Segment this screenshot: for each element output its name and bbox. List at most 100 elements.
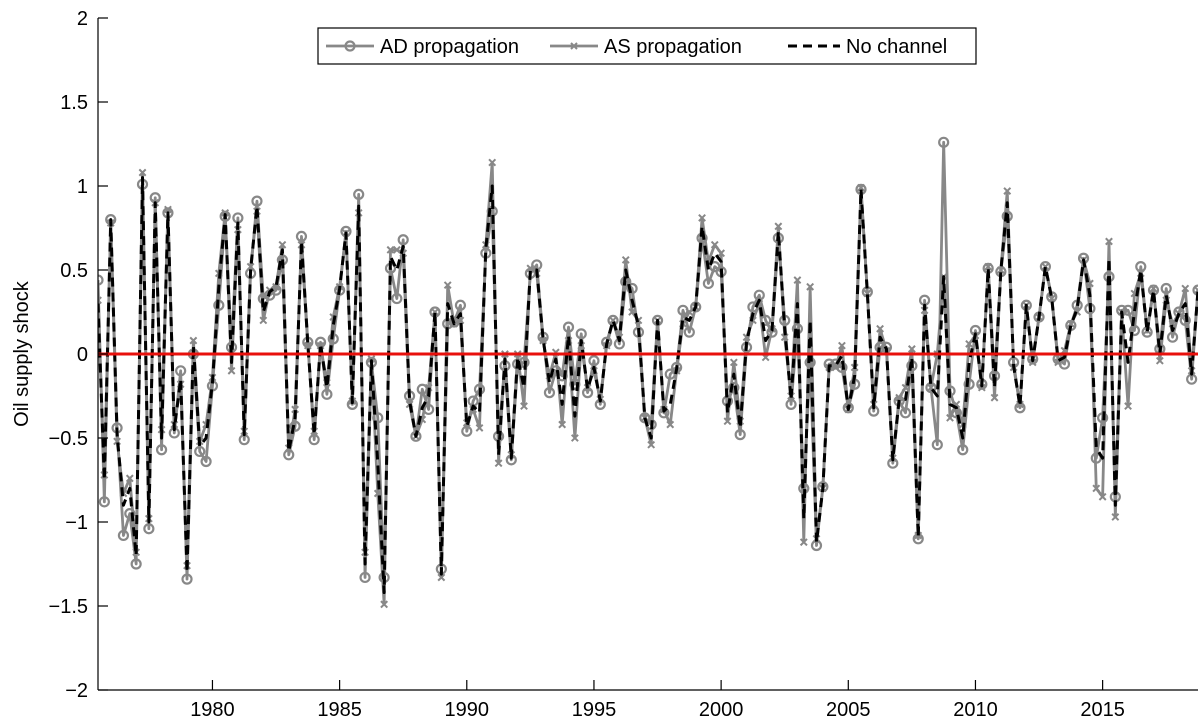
as-point-75 [570, 434, 579, 442]
as-point-140 [984, 262, 993, 271]
ad-point-96 [702, 277, 715, 290]
ad-point-164 [1135, 261, 1147, 273]
as-point-5 [125, 474, 134, 483]
as-point-100 [729, 358, 738, 367]
as-point-167 [1155, 356, 1164, 365]
ad-point-25 [251, 195, 263, 207]
x-tick-label-5: 2005 [826, 699, 871, 721]
as-point-123 [876, 324, 884, 333]
ad-point-10 [155, 444, 168, 456]
ad-point-8 [143, 523, 155, 535]
as-point-121 [863, 289, 872, 298]
x-tick-label-4: 2000 [699, 699, 744, 721]
as-point-24 [246, 262, 255, 271]
ad-point-169 [1166, 331, 1179, 343]
as-point-149 [1041, 262, 1050, 271]
ad-point-173 [1192, 284, 1198, 296]
ad-point-168 [1160, 282, 1172, 295]
as-point-46 [386, 245, 395, 254]
x-tick-label-1: 1985 [317, 699, 362, 721]
as-point-31 [291, 405, 300, 414]
ad-point-13 [175, 365, 187, 377]
ad-point-16 [194, 445, 206, 458]
as-point-150 [1047, 294, 1056, 303]
legend-ad-marker [344, 40, 356, 52]
ad-point-5 [124, 507, 136, 520]
as-point-158 [1098, 492, 1107, 501]
ad-point-1 [98, 496, 110, 508]
ad-point-6 [130, 558, 142, 570]
as-point-53 [431, 308, 439, 316]
ad-point-42 [359, 571, 371, 584]
y-tick-label-0: −2 [65, 680, 88, 702]
as-point-35 [316, 341, 325, 350]
as-point-147 [1028, 358, 1037, 367]
ad-point-71 [543, 387, 556, 399]
as-point-128 [907, 345, 916, 353]
as-point-110 [793, 276, 802, 284]
as-point-63 [494, 459, 503, 468]
ad-point-132 [931, 439, 943, 451]
ad-point-118 [842, 402, 854, 414]
plot-area [98, 136, 1198, 609]
y-tick-label-1: −1.5 [49, 596, 88, 618]
as-point-83 [621, 256, 630, 264]
ad-point-0 [98, 274, 104, 286]
ad-point-101 [734, 429, 746, 441]
as-point-171 [1181, 284, 1190, 293]
as-point-70 [539, 336, 547, 345]
as-point-26 [259, 316, 268, 325]
x-tick-label-7: 2015 [1080, 699, 1125, 721]
ad-point-31 [289, 420, 301, 432]
ad-point-57 [454, 299, 467, 311]
ad-point-44 [372, 412, 384, 424]
as-point-28 [272, 282, 280, 291]
y-tick-label-7: 1.5 [60, 92, 88, 114]
ad-point-93 [683, 326, 695, 338]
as-point-15 [189, 336, 198, 345]
as-point-139 [977, 383, 986, 392]
as-point-111 [799, 538, 808, 547]
ad-point-34 [308, 434, 320, 446]
ad-point-52 [423, 403, 435, 416]
legend-box [317, 27, 977, 65]
ad-point-74 [562, 321, 575, 333]
ad-point-100 [728, 382, 740, 394]
as-point-108 [780, 333, 789, 342]
ad-point-48 [397, 234, 409, 246]
y-tick-label-5: 0.5 [60, 260, 88, 282]
as-point-142 [996, 266, 1005, 274]
series-line-no-channel [98, 176, 1198, 595]
as-point-143 [1003, 187, 1012, 195]
ad-point-78 [588, 355, 600, 367]
as-point-166 [1149, 284, 1158, 293]
ad-point-105 [760, 314, 772, 326]
as-point-87 [647, 440, 656, 449]
as-point-107 [774, 222, 783, 231]
as-point-141 [990, 393, 999, 402]
ad-point-163 [1128, 324, 1141, 337]
ad-point-30 [283, 449, 295, 461]
as-point-47 [392, 245, 401, 254]
as-point-11 [164, 205, 172, 214]
as-point-157 [1092, 484, 1101, 493]
as-point-21 [227, 366, 236, 375]
series-line-as-propagation [98, 161, 1198, 606]
as-point-93 [685, 308, 694, 316]
as-point-162 [1124, 402, 1132, 410]
ad-point-32 [295, 230, 308, 242]
as-point-95 [698, 214, 706, 222]
as-point-173 [1194, 286, 1198, 295]
as-point-90 [666, 420, 675, 429]
as-point-137 [965, 340, 974, 348]
as-point-68 [526, 264, 535, 273]
as-point-117 [838, 341, 846, 350]
y-tick-label-4: 0 [77, 344, 88, 366]
as-point-99 [723, 417, 732, 426]
legend-ad-label: AD propagation [380, 36, 519, 58]
ad-point-157 [1090, 452, 1102, 464]
as-point-43 [367, 355, 376, 363]
legend-as-label: AS propagation [604, 36, 742, 58]
as-point-55 [443, 281, 452, 290]
